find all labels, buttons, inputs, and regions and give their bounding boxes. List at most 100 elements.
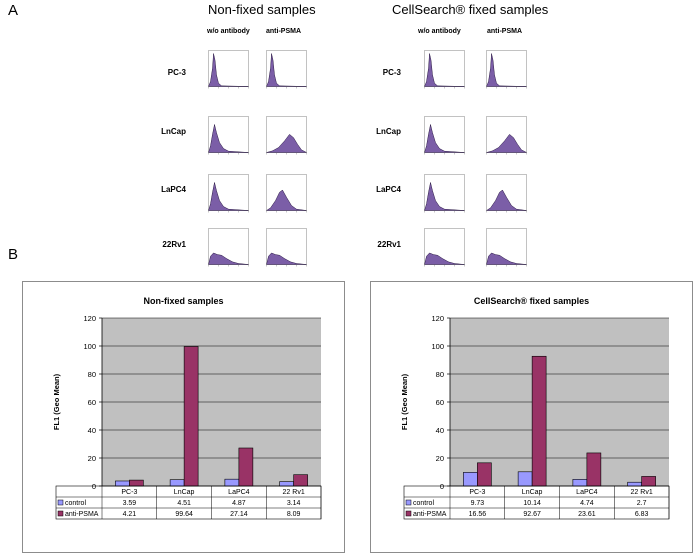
row-head-lncap-fixed: LnCap [376,127,401,136]
histogram-lapc4-wo-fixed [416,170,466,218]
bar-control [224,478,240,487]
data-value-label: 27.14 [230,511,248,518]
y-tick-label: 60 [436,398,444,407]
histogram-area [265,189,307,211]
legend-swatch [405,510,412,517]
col-head-anti-psma-nonfixed: anti-PSMA [266,28,301,35]
histogram-area [208,124,249,153]
histogram-svg [208,174,249,213]
histogram-area [485,189,527,211]
histogram-area [266,53,307,87]
bar-anti-psma [129,479,144,487]
row-head-lapc4-fixed: LaPC4 [376,185,401,194]
bar-anti-psma [477,462,492,487]
histogram-22rv1-psma-nonfixed [258,224,308,272]
y-tick-label: 40 [436,426,444,435]
histogram-pc3-wo-fixed [416,46,466,94]
row-head-lapc4-nonfixed: LaPC4 [161,185,186,194]
category-label: PC-3 [469,489,485,496]
row-head-22rv1-nonfixed: 22Rv1 [162,240,186,249]
histogram-lncap-psma-fixed [478,112,528,160]
legend-swatch [57,510,64,517]
legend-swatch [57,499,64,506]
bar-anti-psma [238,447,254,487]
panel-b-label: B [8,246,19,263]
data-value-label: 4.87 [232,500,246,507]
non-fixed-bar-chart: Non-fixed samples 0 20 40 60 80 100 120 FL1 (Ge… [22,281,345,553]
data-value-label: 4.21 [123,511,137,518]
histogram-area [424,252,465,265]
histogram-area [208,252,249,265]
y-tick-label: 40 [88,426,96,435]
legend-label: control [65,500,86,507]
bar-control [572,479,588,487]
y-tick-label: 80 [88,370,96,379]
histogram-pc3-wo-nonfixed [200,46,250,94]
data-value-label: 9.73 [471,500,485,507]
chart-title: Non-fixed samples [143,296,224,306]
data-value-label: 4.51 [177,500,191,507]
data-value-label: 6.83 [635,511,649,518]
y-axis-label: FL1 (Geo Mean) [52,373,61,430]
histogram-lapc4-psma-nonfixed [258,170,308,218]
data-value-label: 16.56 [469,511,487,518]
row-head-pc3-fixed: PC-3 [382,68,401,77]
histogram-pc3-psma-fixed [478,46,528,94]
col-head-anti-psma-fixed: anti-PSMA [487,28,522,35]
histogram-lncap-psma-nonfixed [258,112,308,160]
histogram-svg [208,116,249,155]
y-tick-label: 0 [440,482,444,491]
y-tick-label: 120 [431,314,444,323]
chart-svg: 0 20 40 60 80 100 120 FL1 (Geo Mean) PC-3 LnCap La… [400,314,670,520]
data-value-label: 3.59 [123,500,137,507]
histogram-area [486,53,527,87]
bar-control [627,481,642,487]
y-tick-label: 20 [436,454,444,463]
bar-control [463,472,478,487]
category-label: LnCap [174,489,195,496]
histogram-svg [266,116,307,155]
bar-control [115,480,130,487]
histogram-22rv1-psma-fixed [478,224,528,272]
histogram-svg [266,50,307,89]
histogram-svg [424,116,465,155]
chart-svg: 0 20 40 60 80 100 120 FL1 (Geo Mean) PC-3 LnCap La… [52,314,322,520]
histogram-svg [424,50,465,89]
histogram-area [424,53,465,87]
legend-label: anti-PSMA [65,511,99,518]
histogram-lncap-wo-nonfixed [200,112,250,160]
histogram-svg [424,228,465,267]
histogram-lapc4-psma-fixed [478,170,528,218]
histogram-svg [486,116,527,155]
histogram-svg [486,50,527,89]
row-head-lncap-nonfixed: LnCap [161,127,186,136]
legend-swatch [405,499,412,506]
histogram-lncap-wo-fixed [416,112,466,160]
category-label: PC-3 [121,489,137,496]
histogram-pc3-psma-nonfixed [258,46,308,94]
category-label: LaPC4 [228,489,250,496]
non-fixed-title: Non-fixed samples [208,2,316,17]
category-label: LaPC4 [576,489,598,496]
cellsearch-title: CellSearch® fixed samples [392,2,549,17]
legend-label: control [413,500,434,507]
y-tick-label: 100 [431,342,444,351]
row-head-22rv1-fixed: 22Rv1 [377,240,401,249]
histogram-svg [208,50,249,89]
histogram-area [486,133,527,153]
data-value-label: 10.14 [523,500,541,507]
col-head-wo-antibody-fixed: w/o antibody [418,28,461,35]
col-head-wo-antibody-nonfixed: w/o antibody [207,28,250,35]
y-tick-label: 0 [92,482,96,491]
y-tick-label: 120 [83,314,96,323]
histogram-svg [266,228,307,267]
histogram-svg [486,228,527,267]
data-value-label: 4.74 [580,500,594,507]
histogram-22rv1-wo-fixed [416,224,466,272]
bar-control [279,481,294,487]
bar-anti-psma [293,474,308,487]
y-tick-label: 100 [83,342,96,351]
legend-label: anti-PSMA [413,511,447,518]
bar-anti-psma [183,346,199,487]
histogram-area [266,133,307,153]
